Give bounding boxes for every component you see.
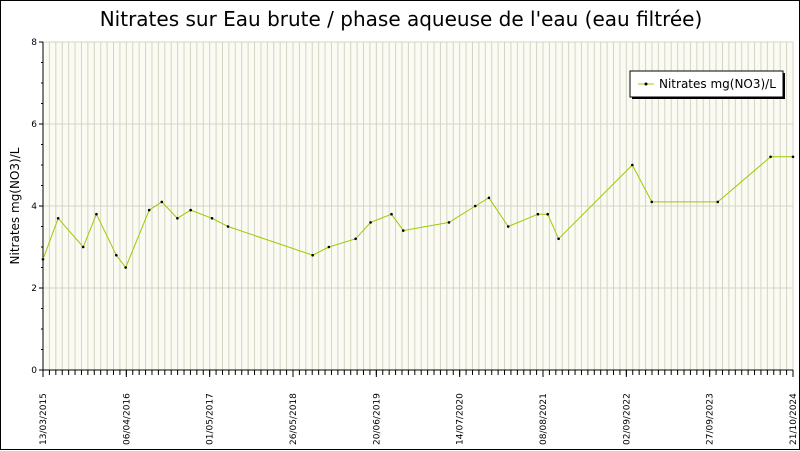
data-point xyxy=(81,245,85,249)
data-point xyxy=(401,229,405,232)
y-tick-label: 4 xyxy=(31,202,37,212)
data-point xyxy=(124,266,127,269)
chart-title: Nitrates sur Eau brute / phase aqueuse d… xyxy=(99,7,703,31)
y-tick-label: 2 xyxy=(31,284,37,294)
data-point xyxy=(506,225,510,228)
data-point xyxy=(56,217,60,220)
data-point xyxy=(487,196,491,200)
data-point xyxy=(354,237,357,241)
data-point xyxy=(650,200,654,204)
x-tick-label: 13/03/2015 xyxy=(39,393,49,445)
axes: 0 2 4 6 8 13/03/2015 06/04/2016 01/05/2017 26/05… xyxy=(31,38,799,445)
data-point xyxy=(546,212,550,216)
x-tick-label: 27/09/2023 xyxy=(706,393,716,445)
x-tick-label: 08/08/2021 xyxy=(539,393,549,445)
x-tick-label: 02/09/2022 xyxy=(622,393,632,445)
data-point xyxy=(147,208,151,212)
data-point xyxy=(557,237,560,241)
x-tick-label: 26/05/2018 xyxy=(289,393,299,445)
data-point xyxy=(95,212,98,216)
x-tick-label: 20/06/2019 xyxy=(372,393,382,445)
data-point xyxy=(473,204,477,208)
data-point xyxy=(327,245,331,249)
data-point xyxy=(114,253,118,257)
data-point xyxy=(769,155,772,159)
x-tick-label: 06/04/2016 xyxy=(122,393,132,445)
x-tick-label: 21/10/2024 xyxy=(789,393,799,445)
x-tick-label: 01/05/2017 xyxy=(206,393,216,445)
data-point xyxy=(716,200,720,204)
data-point xyxy=(210,217,214,220)
data-point xyxy=(41,258,45,261)
data-point xyxy=(390,212,393,216)
data-point xyxy=(189,208,192,212)
series-line xyxy=(42,156,793,269)
series-layer xyxy=(41,155,795,269)
legend: Nitrates mg(NO3)/L xyxy=(629,70,785,99)
data-point xyxy=(447,221,451,224)
data-point xyxy=(536,212,540,216)
legend-marker-swatch xyxy=(644,82,648,86)
y-tick-label: 0 xyxy=(31,366,37,376)
legend-box xyxy=(629,70,784,98)
y-tick-label: 8 xyxy=(31,38,37,48)
data-point xyxy=(369,221,372,224)
data-point xyxy=(226,225,230,228)
y-tick-label: 6 xyxy=(31,120,37,130)
legend-entry-label: Nitrates mg(NO3)/L xyxy=(659,77,776,91)
data-point xyxy=(791,155,795,159)
y-axis-label: Nitrates mg(NO3)/L xyxy=(8,147,22,264)
data-point xyxy=(631,163,634,167)
x-tick-label: 14/07/2020 xyxy=(456,393,466,445)
data-point xyxy=(176,217,179,220)
data-point xyxy=(160,200,164,204)
data-point xyxy=(311,253,314,257)
